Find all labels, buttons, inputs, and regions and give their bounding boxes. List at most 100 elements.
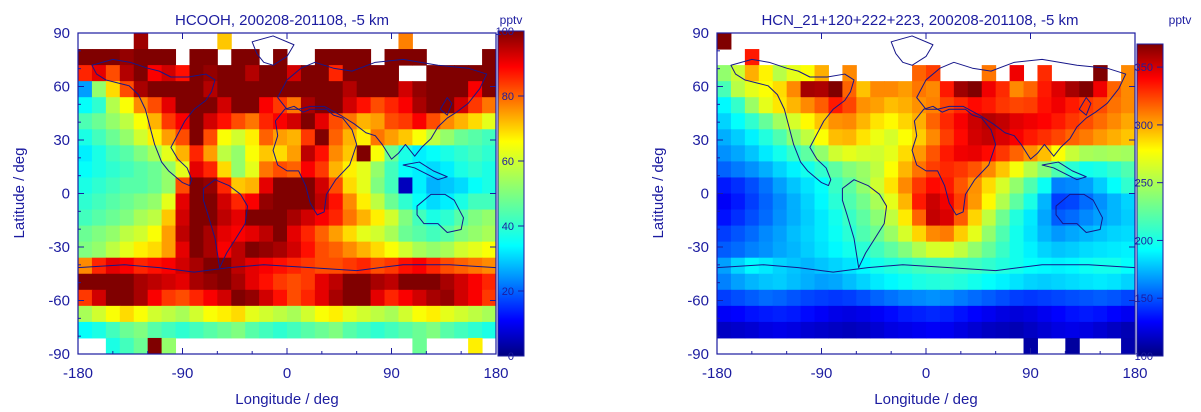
heatmap-cell bbox=[203, 209, 218, 227]
heatmap-cell bbox=[78, 161, 93, 178]
heatmap-cell bbox=[981, 177, 997, 194]
heatmap-cell bbox=[398, 177, 413, 194]
heatmap-cell bbox=[744, 49, 760, 66]
heatmap-cell bbox=[1121, 257, 1136, 275]
heatmap-cell bbox=[412, 305, 427, 323]
heatmap-cell bbox=[1093, 209, 1108, 227]
heatmap-cell bbox=[717, 289, 732, 307]
heatmap-cell bbox=[967, 145, 983, 162]
heatmap-cell bbox=[203, 193, 218, 211]
heatmap-cell bbox=[231, 161, 246, 178]
heatmap-cell bbox=[1037, 321, 1052, 339]
heatmap-cell bbox=[370, 113, 386, 130]
heatmap-cell bbox=[161, 209, 177, 227]
heatmap-cell bbox=[314, 241, 330, 259]
heatmap-cell bbox=[314, 193, 330, 211]
heatmap-cell bbox=[398, 129, 413, 146]
heatmap-cell bbox=[939, 225, 955, 243]
heatmap-cell bbox=[245, 113, 260, 130]
heatmap-cell bbox=[147, 49, 163, 66]
heatmap-cell bbox=[426, 209, 441, 227]
heatmap-cell bbox=[870, 209, 885, 227]
heatmap-cell bbox=[744, 241, 760, 259]
heatmap-cell bbox=[189, 49, 204, 66]
heatmap-cell bbox=[370, 321, 386, 339]
heatmap-cell bbox=[454, 161, 469, 178]
heatmap-cell bbox=[814, 81, 829, 98]
heatmap-cell bbox=[842, 161, 857, 178]
heatmap-cell bbox=[300, 145, 316, 162]
heatmap-cell bbox=[856, 129, 871, 146]
heatmap-cell bbox=[870, 193, 885, 211]
heatmap-cell bbox=[189, 65, 204, 82]
heatmap-cell bbox=[800, 65, 816, 82]
heatmap-cell bbox=[772, 193, 788, 211]
heatmap-cell bbox=[259, 161, 274, 178]
heatmap-cell bbox=[884, 321, 899, 339]
x-tick-label: -180 bbox=[702, 365, 732, 382]
heatmap-cell bbox=[119, 273, 135, 291]
heatmap-cell bbox=[328, 225, 344, 243]
heatmap-cell bbox=[231, 145, 246, 162]
heatmap-cell bbox=[91, 321, 107, 339]
coastline bbox=[278, 59, 487, 159]
heatmap-cell bbox=[189, 177, 204, 194]
heatmap-cell bbox=[398, 321, 413, 339]
heatmap-cell bbox=[939, 305, 955, 323]
heatmap-cell bbox=[482, 49, 497, 66]
heatmap-cell bbox=[1093, 289, 1108, 307]
heatmap-cell bbox=[342, 49, 358, 66]
heatmap-cell bbox=[870, 161, 885, 178]
heatmap-cell bbox=[314, 49, 330, 66]
heatmap-cell bbox=[1023, 225, 1038, 243]
heatmap-cell bbox=[370, 257, 386, 275]
heatmap-cell bbox=[1121, 321, 1136, 339]
heatmap-cell bbox=[91, 209, 107, 227]
heatmap-cell bbox=[91, 145, 107, 162]
heatmap-cell bbox=[468, 305, 483, 323]
heatmap-cell bbox=[758, 177, 774, 194]
heatmap-cell bbox=[314, 209, 330, 227]
heatmap-cell bbox=[147, 273, 163, 291]
heatmap-cell bbox=[842, 321, 857, 339]
heatmap-cells bbox=[717, 33, 1136, 355]
heatmap-cell bbox=[440, 65, 455, 82]
heatmap-cell bbox=[912, 273, 927, 291]
heatmap-cell bbox=[870, 273, 885, 291]
heatmap-cell bbox=[814, 65, 829, 82]
heatmap-cell bbox=[231, 209, 246, 227]
heatmap-cell bbox=[175, 145, 190, 162]
heatmap-cell bbox=[133, 177, 149, 194]
heatmap-cell bbox=[175, 321, 190, 339]
heatmap-cell bbox=[953, 321, 969, 339]
heatmap-cell bbox=[468, 321, 483, 339]
heatmap-cell bbox=[119, 161, 135, 178]
heatmap-cell bbox=[78, 193, 93, 211]
heatmap-cell bbox=[203, 65, 218, 82]
heatmap-cell bbox=[356, 161, 372, 178]
heatmap-cell bbox=[175, 225, 190, 243]
heatmap-cell bbox=[981, 305, 997, 323]
heatmap-cell bbox=[967, 97, 983, 114]
heatmap-cell bbox=[384, 65, 399, 82]
heatmap-cell bbox=[314, 225, 330, 243]
heatmap-cell bbox=[147, 145, 163, 162]
heatmap-cell bbox=[78, 113, 93, 130]
heatmap-cell bbox=[1065, 113, 1080, 130]
heatmap-cell bbox=[717, 273, 732, 291]
heatmap-cell bbox=[981, 193, 997, 211]
y-tick-label: -90 bbox=[687, 346, 709, 363]
heatmap-cell bbox=[482, 65, 497, 82]
heatmap-cell bbox=[898, 273, 913, 291]
heatmap-cell bbox=[133, 321, 149, 339]
heatmap-cell bbox=[814, 193, 829, 211]
heatmap-cell bbox=[161, 65, 177, 82]
axis-ticks: -180 -90 0 90 180 90 60 30 0 -30 -60 -90 bbox=[48, 25, 508, 382]
heatmap-cell bbox=[161, 273, 177, 291]
heatmap-cell bbox=[1107, 305, 1122, 323]
heatmap-cell bbox=[119, 65, 135, 82]
heatmap-cell bbox=[314, 81, 330, 98]
heatmap-cell bbox=[203, 145, 218, 162]
heatmap-cell bbox=[78, 177, 93, 194]
heatmap-cell bbox=[786, 81, 802, 98]
